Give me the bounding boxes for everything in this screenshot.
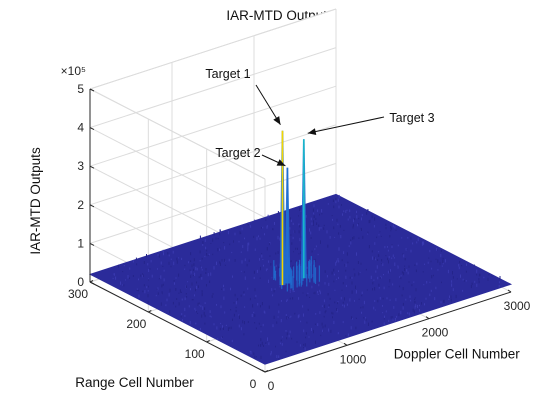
arrow-head [273, 116, 281, 125]
z-tick-label: 3 [77, 159, 84, 173]
y-tick-mark [264, 370, 269, 373]
y-tick-label: 200 [126, 317, 146, 331]
y-axis-line [89, 281, 266, 373]
x-axis-line [264, 291, 512, 373]
axis-lines [89, 89, 512, 373]
grid-line [89, 127, 266, 219]
z-tick-label: 5 [77, 82, 84, 96]
arrow-head [307, 128, 317, 135]
z-tick-label: 4 [77, 121, 84, 135]
y-tick-label: 300 [68, 287, 88, 301]
z-tick-mark [89, 88, 95, 92]
target-annotation-label: Target 3 [389, 111, 434, 125]
z-exponent-label: ×10⁵ [61, 64, 86, 78]
z-tick-mark [89, 281, 95, 285]
x-tick-label: 3000 [504, 299, 531, 313]
y-tick-label: 100 [185, 347, 205, 361]
target-peaks [279, 130, 307, 286]
z-axis-label: IAR-MTD Outputs [28, 147, 43, 255]
z-tick-label: 2 [77, 198, 84, 212]
z-tick-mark [89, 127, 95, 131]
annotation-arrow [307, 116, 385, 134]
target-annotation-label: Target 2 [215, 146, 260, 160]
y-tick-label: 0 [250, 377, 257, 391]
x-tick-mark [507, 289, 512, 293]
z-tick-mark [89, 165, 95, 169]
z-tick-mark [89, 204, 95, 208]
box-edge [89, 8, 337, 90]
x-tick-label: 0 [268, 379, 275, 393]
grid-line [89, 162, 337, 244]
surface-floor [88, 193, 513, 365]
x-tick-label: 1000 [340, 352, 367, 366]
surface-plane [88, 193, 513, 365]
grid-line [89, 85, 337, 167]
grid-line [89, 47, 337, 129]
x-tick-mark [261, 369, 266, 373]
target-annotations: Target 1 Target 2 Target 3 [205, 67, 435, 167]
x-axis-label: Doppler Cell Number [394, 346, 521, 361]
grid-line [89, 124, 337, 206]
box-edge [89, 88, 266, 180]
y-tick-mark [206, 340, 210, 343]
z-tick-mark [89, 242, 95, 246]
z-tick-label: 0 [77, 275, 84, 289]
z-tick-label: 1 [77, 236, 84, 250]
back-pane-right [90, 9, 336, 282]
arrow-head [276, 159, 286, 166]
axis-labels: Doppler Cell Number Range Cell Number IAR-… [28, 147, 520, 390]
x-tick-label: 2000 [422, 326, 449, 340]
y-tick-mark [148, 310, 152, 313]
y-axis-label: Range Cell Number [75, 375, 194, 390]
x-tick-mark [425, 316, 430, 320]
target-annotation-label: Target 1 [205, 67, 250, 81]
x-tick-mark [343, 342, 348, 346]
